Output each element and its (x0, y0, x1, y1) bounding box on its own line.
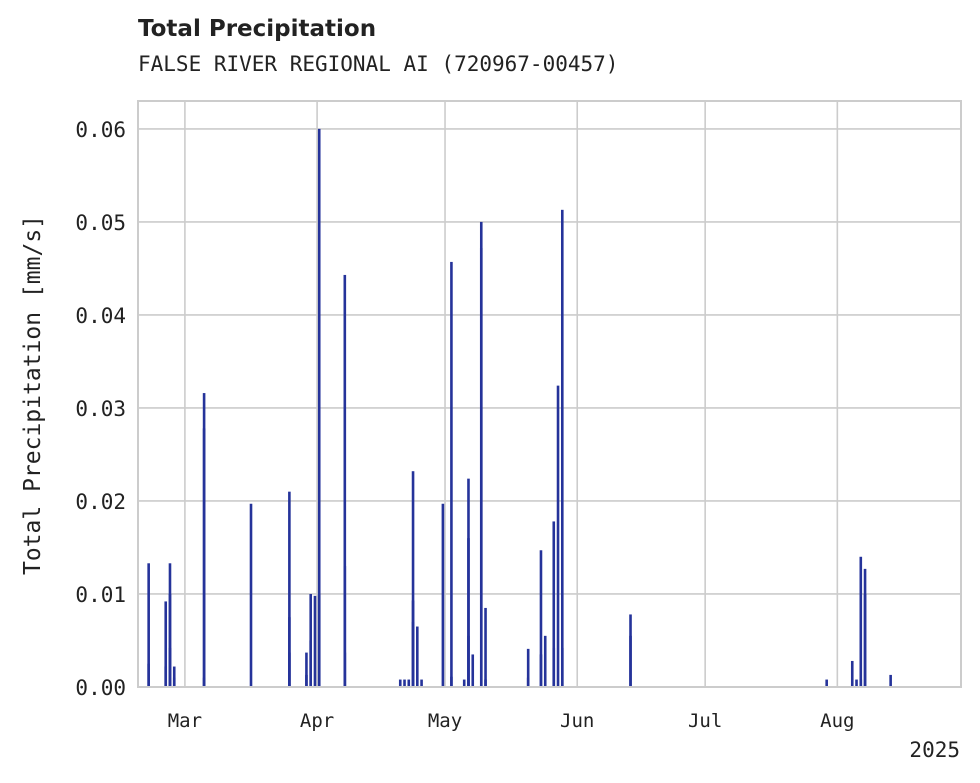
precip-bar (202, 677, 206, 687)
precip-bar (863, 593, 867, 687)
precip-bar (556, 385, 560, 687)
precip-bar (416, 626, 419, 687)
precip-bar (539, 550, 543, 687)
chart-subtitle: FALSE RIVER REGIONAL AI (720967-00457) (138, 52, 619, 76)
chart-title: Total Precipitation (138, 16, 377, 42)
precip-bar (147, 563, 150, 687)
y-tick-label: 0.00 (75, 676, 126, 700)
precip-bar (479, 221, 483, 687)
y-tick-label: 0.05 (75, 211, 126, 235)
y-axis-label: Total Precipitation [mm/s] (20, 215, 46, 575)
precip-bar (471, 654, 475, 687)
precip-bar (467, 538, 470, 687)
precip-bar (859, 679, 863, 687)
x-axis-ticks: Mar Apr May Jun Jul Aug (168, 710, 855, 732)
x-tick-label: Mar (168, 710, 202, 732)
grid-lines (138, 101, 961, 688)
precip-bar (420, 679, 423, 687)
precip-bar (164, 601, 168, 687)
precip-bar (288, 491, 291, 687)
precip-bar (317, 128, 321, 687)
precip-bar (859, 556, 863, 687)
precip-bar (450, 676, 453, 687)
precip-bar (343, 274, 347, 687)
precip-bar (462, 679, 466, 687)
y-tick-label: 0.06 (75, 118, 126, 142)
precip-bar (313, 595, 317, 687)
precip-bar (629, 635, 632, 687)
precip-bar (172, 666, 176, 687)
precip-bar (317, 593, 321, 687)
y-tick-label: 0.01 (75, 583, 126, 607)
precip-bar (889, 674, 892, 687)
x-tick-label: Apr (300, 710, 334, 732)
x-tick-label: Aug (820, 710, 854, 732)
precip-bar (450, 261, 453, 687)
precip-bar (343, 566, 347, 687)
precipitation-bars (147, 128, 892, 688)
precip-bar (526, 677, 530, 687)
precip-bar (172, 677, 176, 687)
precip-bar (407, 679, 411, 687)
precip-bar (441, 503, 445, 687)
precip-bar (825, 679, 828, 687)
precip-bar (288, 617, 291, 687)
precip-bar (403, 679, 406, 687)
precip-bar (168, 647, 172, 687)
precip-bar (560, 647, 564, 687)
precip-bar (539, 654, 543, 687)
precip-bar (398, 679, 402, 687)
y-axis-ticks: 0.00 0.01 0.02 0.03 0.04 0.05 0.06 (75, 118, 126, 700)
precip-bar (543, 635, 547, 687)
precip-bar (309, 593, 313, 687)
x-tick-label: May (428, 710, 462, 732)
precip-bar (526, 648, 530, 687)
precip-bar (249, 503, 253, 687)
precip-bar (850, 660, 854, 687)
precip-bar (164, 666, 168, 687)
precip-bar (168, 593, 172, 687)
y-tick-label: 0.04 (75, 304, 126, 328)
precip-bar (484, 607, 487, 687)
precip-bar (147, 663, 150, 687)
y-tick-label: 0.02 (75, 490, 126, 514)
year-label: 2025 (909, 738, 960, 762)
precip-bar (855, 679, 858, 687)
plot-frame (137, 100, 962, 688)
x-tick-label: Jun (560, 710, 594, 732)
precip-bar (484, 679, 487, 687)
precip-bar (552, 521, 556, 687)
precip-bar (560, 209, 564, 688)
precip-bar (552, 647, 556, 687)
y-tick-label: 0.03 (75, 397, 126, 421)
precip-bar (411, 471, 415, 687)
x-tick-label: Jul (688, 710, 722, 732)
precip-bar (202, 428, 206, 687)
precip-bar (305, 652, 308, 687)
